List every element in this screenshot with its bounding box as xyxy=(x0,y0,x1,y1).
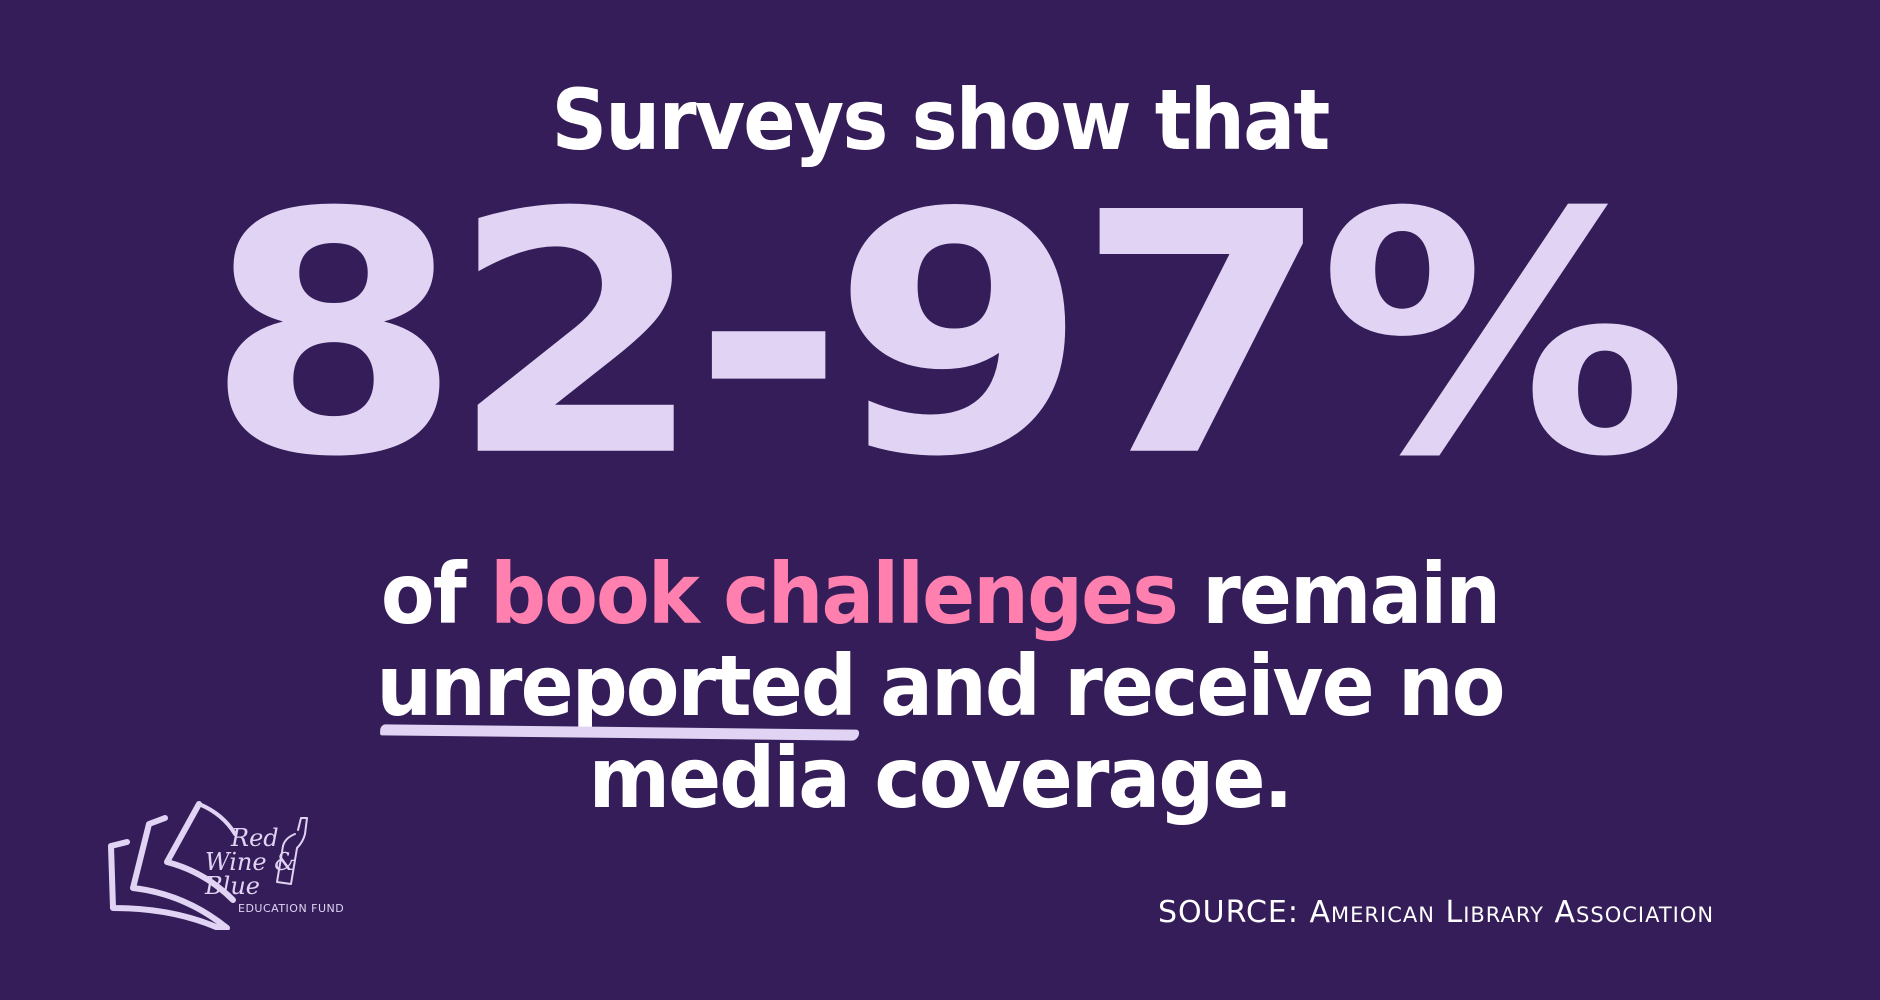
body-line-3: media coverage. xyxy=(588,729,1294,827)
statistic-range: 82-97% xyxy=(204,143,1689,530)
body-line-2-suffix: and receive no xyxy=(854,637,1505,735)
logo-word-wine-blue: Wine & Blue xyxy=(205,848,296,900)
source-citation: SOURCE: American Library Association xyxy=(1158,898,1778,928)
logo-word-red: Red xyxy=(231,824,279,852)
body-prefix: of xyxy=(380,545,491,643)
book-pages-icon xyxy=(108,801,308,930)
underlined-text: unreported xyxy=(376,637,856,735)
red-wine-blue-logo: Red Wine & Blue EDUCATION FUND xyxy=(105,790,355,930)
highlight-book-challenges: book challenges xyxy=(490,545,1179,643)
body-line-1: of book challenges remain xyxy=(66,548,1814,640)
body-suffix: remain xyxy=(1176,545,1501,643)
underlined-word: unreported xyxy=(376,637,859,741)
intro-heading: Surveys show that xyxy=(551,71,1330,169)
logo-wordmark: Red Wine & Blue xyxy=(205,826,355,898)
body-statement: of book challenges remain unreported and… xyxy=(0,548,1880,824)
body-line-2: unreported and receive no xyxy=(66,637,1814,741)
logo-subtitle: EDUCATION FUND xyxy=(238,902,345,915)
source-text: American Library Association xyxy=(1298,895,1715,930)
source-label: SOURCE: xyxy=(1158,895,1299,930)
